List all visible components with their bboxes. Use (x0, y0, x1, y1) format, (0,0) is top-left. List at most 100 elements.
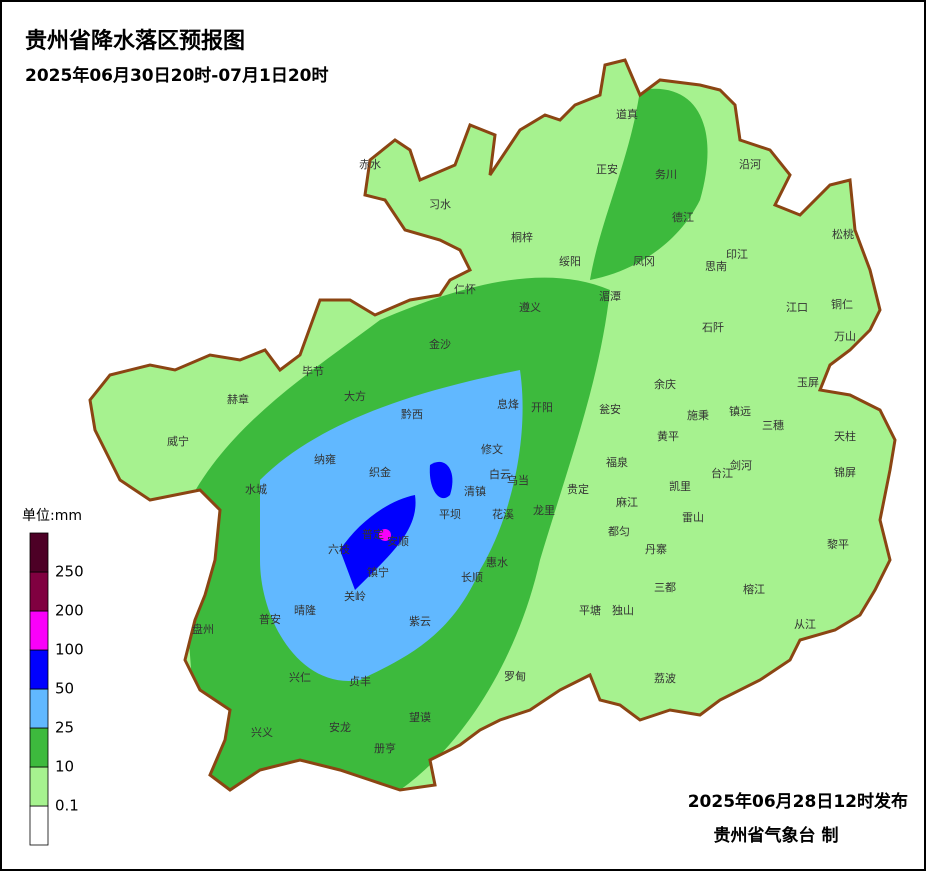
legend-swatch (29, 532, 49, 573)
county-label: 瓮安 (599, 402, 621, 416)
county-label: 长顺 (461, 571, 483, 584)
county-label: 镇宁 (367, 565, 389, 579)
county-label: 龙里 (533, 504, 555, 517)
county-label: 望谟 (409, 711, 431, 724)
issued: 2025年06月28日12时发布 (688, 791, 908, 812)
county-label: 独山 (612, 604, 634, 617)
county-label: 兴义 (251, 726, 273, 739)
county-label: 六枝 (328, 542, 350, 556)
legend-label: 25 (55, 719, 74, 737)
county-label: 黄平 (657, 429, 679, 443)
county-label: 沿河 (739, 158, 761, 171)
county-label: 清镇 (464, 484, 486, 498)
county-label: 罗甸 (504, 670, 526, 683)
county-label: 晴隆 (294, 603, 316, 617)
county-label: 三都 (654, 581, 676, 594)
county-label: 铜仁 (831, 297, 853, 311)
county-label: 黎平 (827, 537, 849, 551)
county-label: 白云 (489, 467, 511, 481)
county-label: 开阳 (531, 401, 553, 414)
county-label: 榕江 (743, 582, 765, 596)
county-label: 紫云 (409, 615, 431, 628)
legend-label: 50 (55, 680, 74, 698)
county-label: 册亨 (374, 741, 396, 755)
county-label: 三穗 (762, 419, 784, 432)
county-label: 麻江 (616, 495, 638, 509)
county-label: 威宁 (167, 434, 189, 448)
legend-label: 200 (55, 602, 84, 620)
county-label: 乌当 (507, 473, 529, 487)
county-label: 息烽 (497, 397, 519, 411)
legend-label: 10 (55, 758, 74, 776)
title: 贵州省降水落区预报图 (25, 29, 245, 54)
county-label: 桐梓 (511, 230, 533, 244)
legend-swatch (29, 649, 49, 690)
county-label: 松桃 (832, 227, 854, 241)
county-label: 思南 (705, 260, 727, 273)
county-label: 织金 (369, 465, 391, 479)
county-label: 务川 (655, 168, 677, 181)
county-label: 修文 (481, 442, 503, 456)
county-label: 花溪 (492, 508, 514, 521)
county-label: 凯里 (669, 480, 691, 493)
county-label: 普安 (259, 612, 281, 626)
legend: 0.1 10 25 50 100 200 250 (29, 532, 84, 846)
county-label: 都匀 (608, 525, 630, 538)
legend-swatch (29, 610, 49, 651)
county-label: 遵义 (519, 300, 541, 314)
legend-swatch (29, 571, 49, 612)
county-label: 天柱 (834, 429, 856, 443)
county-label: 关岭 (344, 589, 366, 603)
county-label: 施秉 (687, 408, 709, 422)
county-label: 印江 (726, 248, 748, 261)
county-label: 平坝 (439, 507, 461, 521)
county-label: 安龙 (329, 720, 351, 734)
county-label: 江口 (786, 301, 808, 314)
county-label: 赤水 (359, 158, 381, 171)
county-label: 水城 (245, 483, 267, 496)
legend-label: 100 (55, 641, 84, 659)
county-label: 道真 (616, 107, 638, 121)
county-label: 荔波 (654, 672, 676, 685)
county-label: 湄潭 (599, 290, 621, 303)
county-label: 玉屏 (797, 376, 819, 389)
county-label: 锦屏 (834, 465, 856, 479)
county-label: 金沙 (429, 337, 451, 351)
county-label: 余庆 (654, 377, 676, 391)
legend-title: 单位:mm (22, 508, 82, 524)
legend-swatch (29, 766, 49, 807)
county-label: 万山 (834, 330, 856, 343)
county-label: 丹寨 (645, 542, 667, 556)
county-label: 从江 (794, 618, 816, 631)
county-label: 剑河 (730, 458, 752, 472)
subtitle: 2025年06月30日20时-07月1日20时 (25, 65, 329, 86)
county-label: 纳雍 (314, 452, 336, 466)
county-label: 习水 (429, 198, 451, 211)
county-label: 凤冈 (633, 255, 655, 268)
county-label: 仁怀 (454, 283, 476, 296)
county-label: 赫章 (227, 392, 249, 406)
county-label: 兴仁 (289, 671, 311, 684)
county-label: 福泉 (606, 455, 628, 469)
county-label: 惠水 (486, 555, 508, 569)
legend-swatch (29, 805, 49, 846)
county-label: 黔西 (401, 407, 423, 421)
county-label: 台江 (711, 466, 733, 480)
county-label: 安顺 (387, 534, 409, 548)
county-label: 普定 (362, 527, 384, 541)
county-label: 绥阳 (559, 255, 581, 268)
county-label: 贵定 (567, 482, 589, 496)
county-label: 石阡 (702, 321, 724, 334)
county-label: 大方 (344, 389, 366, 403)
county-label: 镇远 (729, 404, 751, 418)
legend-swatch (29, 688, 49, 729)
county-label: 正安 (596, 162, 618, 176)
legend-swatch (29, 727, 49, 768)
county-label: 德江 (672, 210, 694, 224)
agency: 贵州省气象台 制 (714, 825, 839, 846)
county-label: 毕节 (302, 365, 324, 378)
legend-label: 0.1 (55, 797, 79, 815)
county-label: 平塘 (579, 603, 601, 617)
